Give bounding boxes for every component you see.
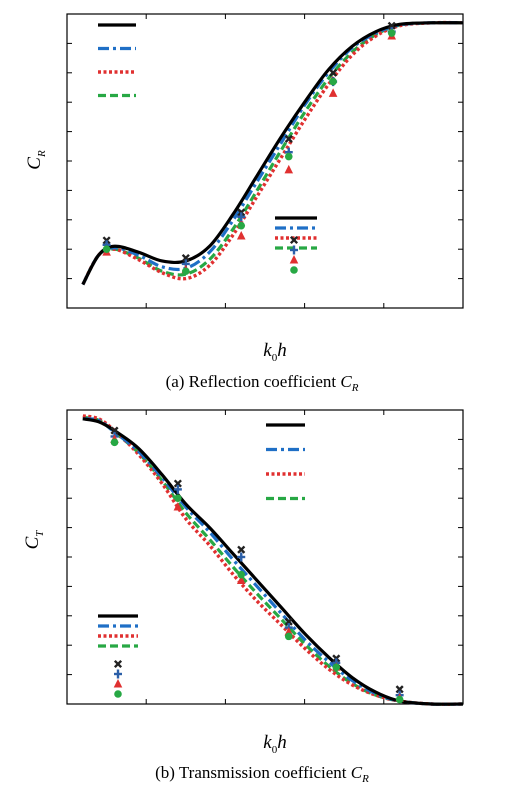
method-legend-marker-s1 bbox=[113, 659, 123, 669]
experimental-point-s1 bbox=[237, 545, 246, 554]
experimental-point-s1 bbox=[329, 68, 338, 77]
experimental-point-s3 bbox=[328, 88, 338, 97]
experimental-point-s2 bbox=[173, 484, 182, 494]
experimental-point-s4 bbox=[284, 632, 293, 641]
experimental-point-s1 bbox=[395, 685, 404, 694]
experimental-point-s3 bbox=[173, 502, 183, 511]
experimental-point-s4 bbox=[387, 29, 396, 37]
series-line-s1 bbox=[82, 417, 464, 706]
panel-caption: (b) Transmission coefficient CR bbox=[155, 763, 369, 785]
series-line-s1 bbox=[81, 21, 464, 286]
experimental-point-s4 bbox=[174, 494, 182, 503]
method-legend-marker-s2 bbox=[290, 245, 298, 255]
plot-frame bbox=[66, 409, 464, 705]
experimental-point-s1 bbox=[173, 479, 182, 488]
x-axis-label: k0h bbox=[263, 732, 286, 756]
panel-caption: (a) Reflection coefficient CR bbox=[166, 372, 359, 394]
experimental-point-s1 bbox=[284, 134, 293, 143]
experimental-point-s4 bbox=[332, 663, 341, 672]
experimental-point-s2 bbox=[237, 212, 246, 222]
method-legend-marker-s4 bbox=[290, 266, 298, 274]
experimental-point-s4 bbox=[110, 438, 119, 447]
experimental-point-s2 bbox=[237, 552, 246, 562]
chart-panel-b: CT k0h (b) Transmission coefficient CR bbox=[22, 409, 464, 785]
method-legend-marker-s4 bbox=[114, 690, 122, 698]
experimental-point-s3 bbox=[236, 575, 246, 585]
y-axis-label: CT bbox=[22, 530, 46, 550]
y-axis-label: CR bbox=[24, 150, 48, 170]
experimental-point-s4 bbox=[237, 570, 246, 579]
experimental-point-s1 bbox=[387, 21, 396, 30]
method-legend-marker-s3 bbox=[289, 255, 299, 264]
series-line-s4 bbox=[82, 415, 464, 706]
experimental-point-s3 bbox=[284, 164, 294, 174]
experimental-point-s1 bbox=[110, 426, 119, 435]
method-legend-marker-s2 bbox=[114, 669, 122, 679]
series-line-s2 bbox=[81, 21, 464, 286]
experimental-point-s4 bbox=[329, 77, 337, 86]
experimental-point-s3 bbox=[236, 230, 246, 240]
experimental-point-s4 bbox=[237, 221, 246, 230]
experimental-point-s4 bbox=[395, 695, 404, 704]
experimental-point-s4 bbox=[182, 267, 190, 276]
series-line-s3 bbox=[82, 414, 464, 706]
series-legend bbox=[266, 423, 305, 501]
method-legend bbox=[98, 614, 138, 698]
experimental-point-s4 bbox=[284, 152, 293, 161]
x-axis-label: k0h bbox=[263, 340, 286, 364]
chart-panel-a: CR k0h (a) Reflection coefficient CR bbox=[24, 13, 464, 394]
series-legend bbox=[98, 23, 136, 98]
method-legend-marker-s3 bbox=[113, 679, 123, 688]
experimental-point-s4 bbox=[102, 245, 111, 253]
experimental-point-s1 bbox=[181, 253, 190, 263]
series-line-s2 bbox=[82, 417, 464, 706]
method-legend bbox=[275, 216, 317, 274]
method-legend-marker-s1 bbox=[289, 235, 299, 245]
experimental-point-s1 bbox=[284, 617, 293, 626]
